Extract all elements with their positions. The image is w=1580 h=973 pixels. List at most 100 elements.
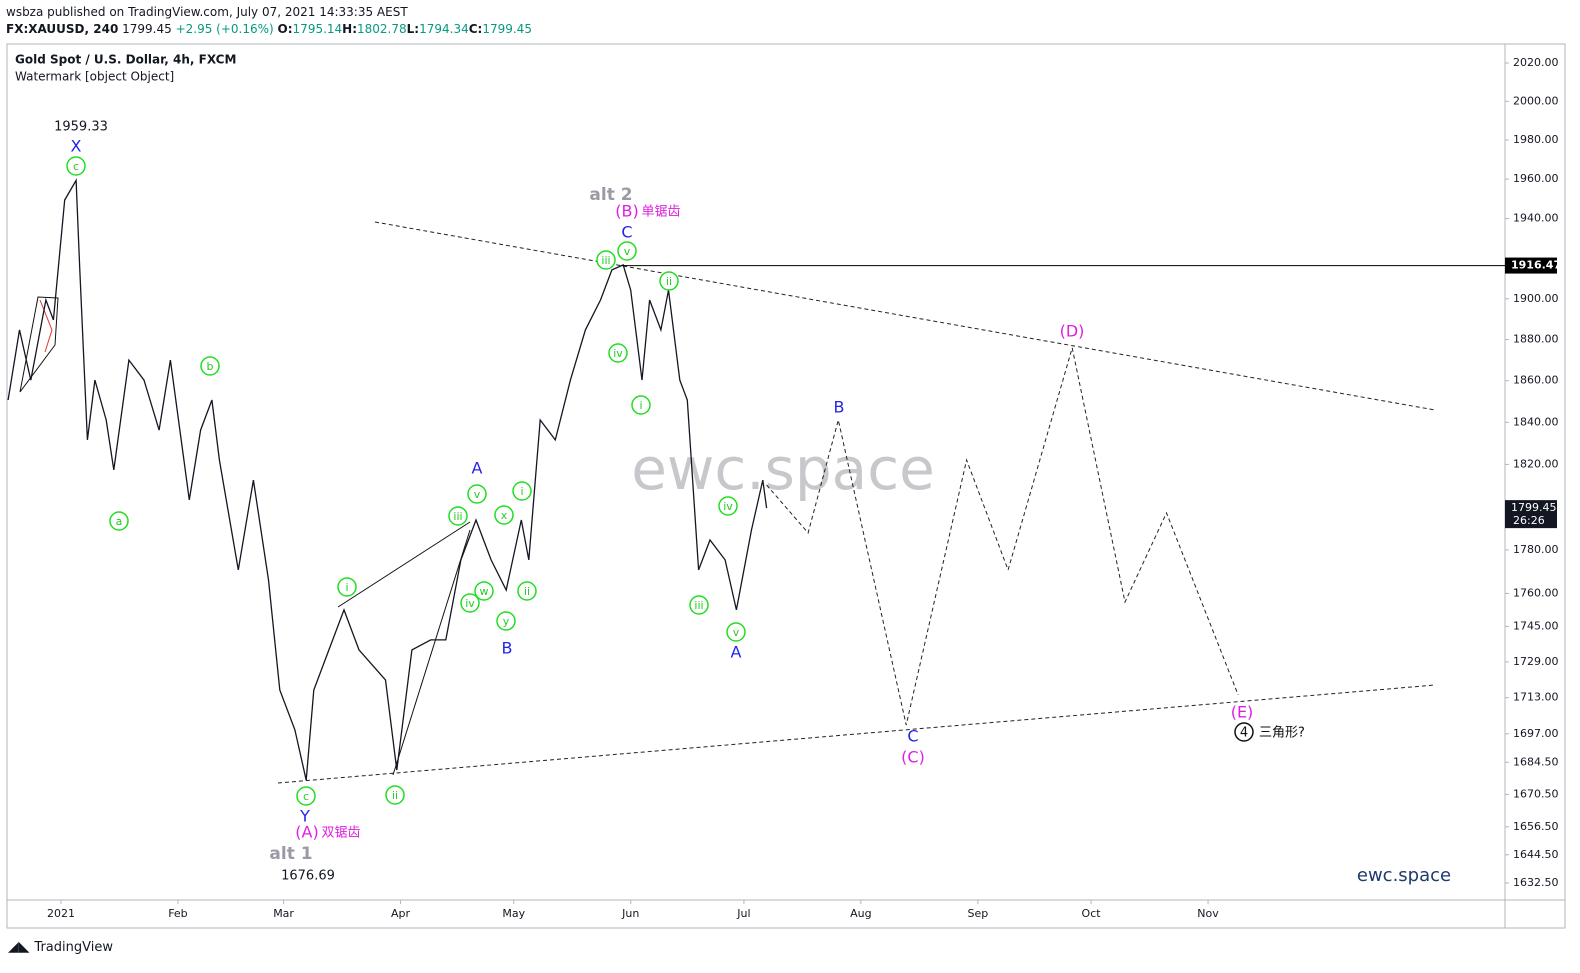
wave-label-circle	[494, 505, 514, 525]
wave-label: A	[472, 459, 483, 478]
wave-label-circle	[718, 496, 738, 516]
triangle-drawing	[39, 299, 53, 353]
y-tick-label: 1745.00	[1513, 619, 1559, 632]
y-tick-label: 1713.00	[1513, 691, 1559, 704]
signature: ewc.space	[1357, 865, 1451, 886]
brand: ◢◣ TradingView	[8, 939, 113, 955]
wave-label: v	[733, 626, 740, 639]
ohlc-key: C:	[468, 22, 483, 36]
wave-label: iv	[723, 500, 733, 513]
ohlc-key: H:	[342, 22, 358, 36]
wave-label: 双锯齿	[321, 826, 360, 841]
wave-label: 单锯齿	[641, 205, 680, 220]
wave-label-circle	[517, 581, 537, 601]
wave-label: x	[501, 509, 508, 522]
last-price-badge	[1505, 500, 1557, 529]
triangle-drawing	[19, 296, 59, 393]
y-tick-label: 2000.00	[1513, 94, 1559, 107]
frame	[6, 43, 1566, 929]
wave-label: v	[474, 488, 481, 501]
wave-label: Y	[299, 807, 310, 826]
y-tick-label: 1670.50	[1513, 787, 1559, 800]
wave-label: i	[520, 485, 523, 498]
wave-label: B	[502, 639, 513, 658]
lower-trendline	[277, 684, 1436, 784]
brand-text: TradingView	[34, 940, 113, 955]
last: 1799.45	[122, 22, 172, 36]
wave-label: (C)	[901, 748, 925, 767]
wave-label-circle	[474, 581, 494, 601]
wave-label: y	[503, 615, 510, 628]
wave-label: i	[345, 581, 348, 594]
projection-line	[766, 347, 1239, 726]
x-tick-label: Jun	[621, 907, 639, 920]
x-tick-label: Feb	[168, 907, 187, 920]
wave-label: iv	[613, 347, 623, 360]
y-tick-label: 1840.00	[1513, 415, 1559, 428]
x-tick-label: Sep	[968, 907, 989, 920]
brand-logo: ◢◣	[8, 939, 35, 955]
chart-title: Gold Spot / U.S. Dollar, 4h, FXCM	[15, 53, 236, 67]
wave-label-circle	[460, 593, 480, 613]
y-tick-label: 1900.00	[1513, 292, 1559, 305]
wave-label-circle	[608, 343, 628, 363]
price-line	[7, 178, 768, 781]
wave-label: ii	[666, 275, 672, 288]
wave-label-circle	[467, 484, 487, 504]
wave-label: B	[834, 398, 845, 417]
ohlc-value: 1794.34	[419, 22, 469, 36]
change: +2.95 (+0.16%)	[175, 22, 274, 36]
wave-label-circle	[617, 241, 637, 261]
wave-label: v	[624, 245, 631, 258]
wave-label-circle	[66, 156, 86, 176]
wave-label: iii	[601, 254, 610, 267]
wave-label: (B)	[615, 202, 638, 221]
wave-label: b	[207, 360, 214, 373]
ohlc: O:1795.14H:1802.78L:1794.34C:1799.45	[278, 22, 532, 36]
y-tick-label: 1940.00	[1513, 212, 1559, 225]
y-tick-label: 1632.50	[1513, 876, 1559, 889]
wave-label: ii	[524, 585, 530, 598]
x-tick-label: Apr	[391, 907, 411, 920]
symbol-bar: FX:XAUUSD, 240 1799.45 +2.95 (+0.16%) O:…	[6, 22, 532, 36]
y-tick-label: 1780.00	[1513, 543, 1559, 556]
y-tick-label: 1760.00	[1513, 586, 1559, 599]
ohlc-value: 1802.78	[357, 22, 407, 36]
wave-label: i	[639, 399, 642, 412]
chart-subtitle: Watermark [object Object]	[15, 70, 174, 84]
wave-label: alt 2	[589, 185, 632, 205]
price-label: 1959.33	[54, 120, 108, 135]
publisher: wsbza published on TradingView.com, July…	[6, 5, 408, 19]
wave-label-circle	[496, 611, 516, 631]
y-tick-label: 1729.00	[1513, 655, 1559, 668]
channel-line	[337, 521, 471, 608]
wave-label-circle	[596, 250, 616, 270]
y-tick-label: 1684.50	[1513, 755, 1559, 768]
wave-label: a	[116, 515, 123, 528]
ohlc-value: 1795.14	[292, 22, 343, 36]
y-tick-label: 1644.50	[1513, 848, 1559, 861]
wave-label: alt 1	[269, 844, 312, 864]
wave-label-circle	[689, 595, 709, 615]
ohlc-key: O:	[277, 22, 293, 36]
y-tick-label: 1980.00	[1513, 133, 1559, 146]
wave-label: iii	[453, 510, 462, 523]
x-tick-label: Oct	[1082, 907, 1102, 920]
wave-label-circle	[109, 511, 129, 531]
y-tick-label: 1960.00	[1513, 172, 1559, 185]
ohlc-key: L:	[406, 22, 420, 36]
y-tick-label: 1860.00	[1513, 374, 1559, 387]
wave-label: C	[621, 223, 632, 242]
wave-label: c	[73, 160, 79, 173]
x-tick-label: Aug	[850, 907, 871, 920]
wave-label-circle	[1234, 722, 1254, 742]
x-tick-label: Jul	[736, 907, 750, 920]
wave-label-circle	[512, 481, 532, 501]
symbol: FX:XAUUSD, 240	[6, 22, 119, 36]
wave-label-circle	[296, 786, 316, 806]
y-tick-label: 1656.50	[1513, 820, 1559, 833]
wave-label: w	[480, 585, 489, 598]
price-level-label: 1916.47	[1511, 259, 1561, 272]
